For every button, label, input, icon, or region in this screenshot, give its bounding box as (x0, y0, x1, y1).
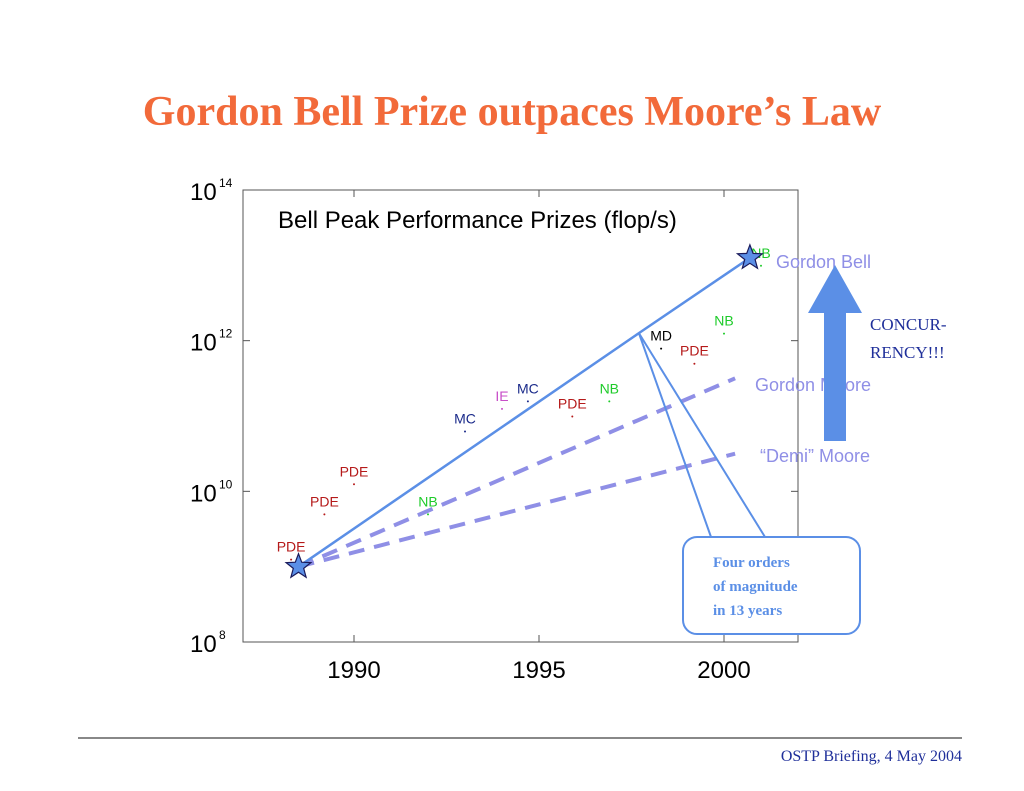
moore-lines (297, 376, 736, 569)
data-point-label: PDE (277, 539, 306, 555)
callout-pointer-right (638, 332, 766, 538)
gordon-bell-label: Gordon Bell (776, 252, 871, 272)
data-point-label: MC (454, 411, 476, 427)
demi-moore-label: “Demi” Moore (760, 446, 870, 466)
x-tick-label: 2000 (697, 657, 750, 684)
moore-trend-line (297, 451, 736, 569)
up-arrow-icon (808, 265, 862, 441)
y-tick-label: 10 (190, 330, 217, 357)
data-point (723, 332, 725, 335)
data-point (323, 513, 326, 516)
data-point (608, 400, 611, 403)
data-point (571, 415, 574, 418)
data-point (353, 483, 355, 486)
callout-line-1: Four orders (713, 555, 790, 571)
data-point-label: MC (517, 380, 539, 396)
x-tick-label: 1995 (512, 657, 565, 684)
y-tick-exponent: 14 (219, 176, 233, 190)
concurrency-label: CONCUR- RENCY!!! (870, 315, 951, 362)
star-markers (284, 243, 764, 579)
callout-line-2: of magnitude (713, 579, 798, 595)
moore-trend-line (297, 376, 736, 569)
data-point (290, 558, 293, 561)
data-point-label: NB (600, 380, 619, 396)
data-point-label: NB (714, 313, 733, 329)
chart-title: Bell Peak Performance Prizes (flop/s) (278, 207, 677, 234)
x-axis: 1990 1995 2000 (327, 190, 751, 684)
footer-divider (78, 737, 962, 739)
y-tick-label: 10 (190, 480, 217, 507)
data-point-label: NB (418, 493, 437, 509)
callout-box (682, 536, 861, 635)
data-point-label: PDE (310, 493, 339, 509)
y-tick-exponent: 12 (219, 327, 233, 341)
y-tick-exponent: 8 (219, 628, 226, 642)
concurrency-line-1: CONCUR- (870, 315, 947, 334)
data-point (660, 347, 663, 350)
data-point (501, 407, 503, 410)
y-tick-exponent: 10 (219, 477, 233, 491)
data-point (427, 513, 429, 516)
callout-pointer (637, 332, 766, 538)
data-point (693, 362, 696, 365)
gordon-moore-label: Gordon Moore (755, 375, 871, 395)
slide-title: Gordon Bell Prize outpaces Moore’s Law (142, 89, 882, 135)
star-icon (284, 551, 313, 579)
concurrency-line-2: RENCY!!! (870, 343, 945, 362)
data-point (526, 400, 529, 403)
callout-pointer-left (637, 332, 712, 538)
callout-line-3: in 13 years (713, 603, 782, 619)
y-tick-label: 10 (190, 179, 217, 206)
data-point-label: IE (495, 388, 508, 404)
data-point-label: PDE (680, 343, 709, 359)
x-tick-label: 1990 (327, 657, 380, 684)
callout-text: Four orders of magnitude in 13 years (713, 555, 801, 619)
data-point-label: PDE (340, 463, 369, 479)
data-point (464, 430, 466, 433)
star-icon (735, 243, 764, 270)
y-tick-label: 10 (190, 631, 217, 658)
data-point-label: PDE (558, 395, 587, 411)
data-point (760, 264, 762, 267)
data-point-label: MD (650, 328, 672, 344)
footer-text: OSTP Briefing, 4 May 2004 (780, 748, 962, 765)
